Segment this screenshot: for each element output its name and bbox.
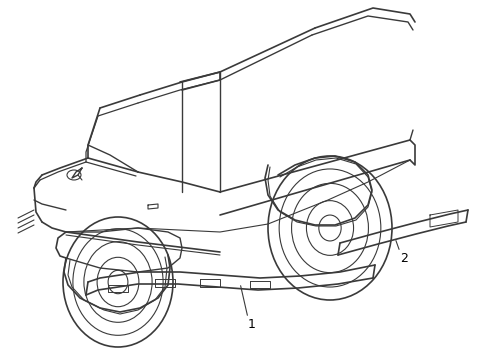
Text: 1: 1 bbox=[247, 319, 255, 332]
Text: 2: 2 bbox=[399, 252, 407, 265]
